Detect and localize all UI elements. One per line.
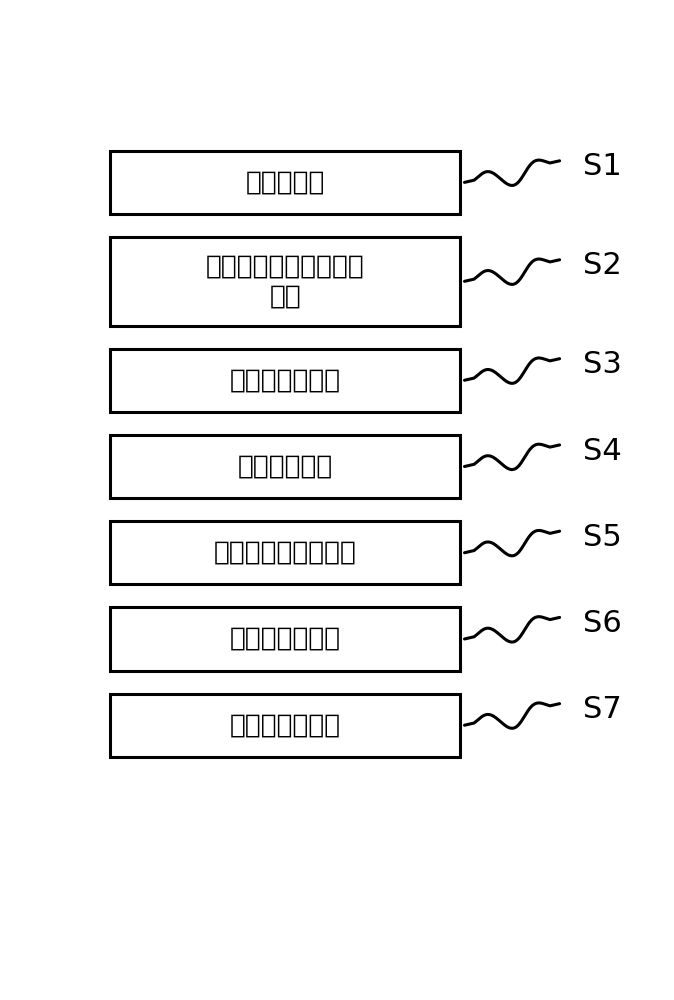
- Text: S7: S7: [583, 695, 622, 724]
- Text: 源极和漏极区域的离子
注入: 源极和漏极区域的离子 注入: [206, 253, 365, 309]
- Text: S4: S4: [583, 437, 622, 466]
- Text: 硬掩模层的去除: 硬掩模层的去除: [230, 712, 341, 738]
- Text: 第二侧墙的削薄: 第二侧墙的削薄: [230, 367, 341, 393]
- Text: S5: S5: [583, 523, 622, 552]
- Bar: [111, 607, 460, 671]
- Text: S6: S6: [583, 609, 622, 638]
- Bar: [111, 151, 460, 214]
- Text: 应力薄膜的去除: 应力薄膜的去除: [230, 626, 341, 652]
- Text: 应力薄膜快速热退火: 应力薄膜快速热退火: [214, 540, 357, 566]
- Text: 提供一衬底: 提供一衬底: [245, 169, 325, 195]
- Text: S2: S2: [583, 251, 622, 280]
- Text: S1: S1: [583, 152, 622, 181]
- Text: S3: S3: [583, 350, 622, 379]
- Bar: [111, 435, 460, 498]
- Bar: [111, 694, 460, 757]
- Bar: [111, 237, 460, 326]
- Bar: [111, 521, 460, 584]
- Text: 应力薄膜沉积: 应力薄膜沉积: [238, 454, 333, 480]
- Bar: [111, 349, 460, 412]
